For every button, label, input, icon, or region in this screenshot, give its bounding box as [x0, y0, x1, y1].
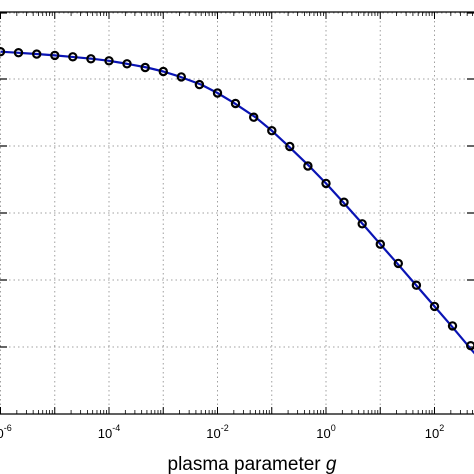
data-point-marker: [122, 59, 132, 69]
data-point-marker: [13, 48, 24, 58]
data-point-marker: [230, 98, 241, 109]
data-point-marker: [375, 239, 385, 249]
x-tick-label: 10-4: [98, 423, 120, 441]
data-point-marker: [140, 62, 150, 73]
data-point-marker: [303, 161, 313, 171]
data-point-marker: [104, 56, 114, 66]
data-point-marker: [393, 258, 403, 269]
series-markers: [0, 47, 474, 351]
data-point-marker: [176, 72, 186, 82]
data-point-marker: [466, 341, 474, 351]
data-point-marker: [194, 79, 205, 90]
x-tick-base: 10: [316, 426, 330, 441]
x-tick-exponent: -2: [221, 423, 229, 433]
data-point-marker: [429, 301, 440, 312]
x-axis-title-variable: g: [326, 454, 337, 474]
x-tick-base: 10: [206, 426, 220, 441]
x-tick-exponent: 2: [439, 423, 444, 433]
data-point-marker: [411, 280, 422, 290]
gridlines: [0, 12, 474, 414]
x-tick-exponent: -6: [4, 423, 12, 433]
data-point-marker: [285, 141, 295, 152]
x-axis-title: plasma parameter g: [168, 454, 337, 474]
data-point-marker: [267, 125, 277, 136]
data-point-marker: [158, 66, 168, 77]
data-point-marker: [212, 88, 223, 98]
axis-ticks: [0, 12, 474, 414]
data-point-marker: [248, 112, 259, 122]
x-tick-label: 100: [316, 423, 335, 441]
x-tick-label: 10-2: [206, 423, 228, 441]
x-tick-exponent: 0: [331, 423, 336, 433]
data-point-marker: [321, 178, 331, 189]
data-point-marker: [447, 321, 458, 331]
series-lines: [0, 50, 474, 355]
data-point-marker: [50, 50, 60, 61]
x-tick-exponent: -4: [112, 423, 120, 433]
x-tick-base: 10: [0, 426, 4, 441]
x-tick-label: 102: [425, 423, 444, 441]
x-axis-title-text: plasma parameter: [168, 454, 326, 474]
data-point-marker: [86, 54, 96, 64]
data-point-marker: [32, 49, 42, 59]
data-point-marker: [0, 47, 6, 57]
x-tick-base: 10: [98, 426, 112, 441]
series-line: [0, 50, 474, 355]
x-tick-label: 10-6: [0, 423, 12, 441]
x-tick-base: 10: [425, 426, 439, 441]
data-point-marker: [339, 197, 349, 207]
data-point-marker: [357, 219, 367, 229]
plot-frame: [0, 11, 474, 415]
data-point-marker: [68, 52, 78, 62]
